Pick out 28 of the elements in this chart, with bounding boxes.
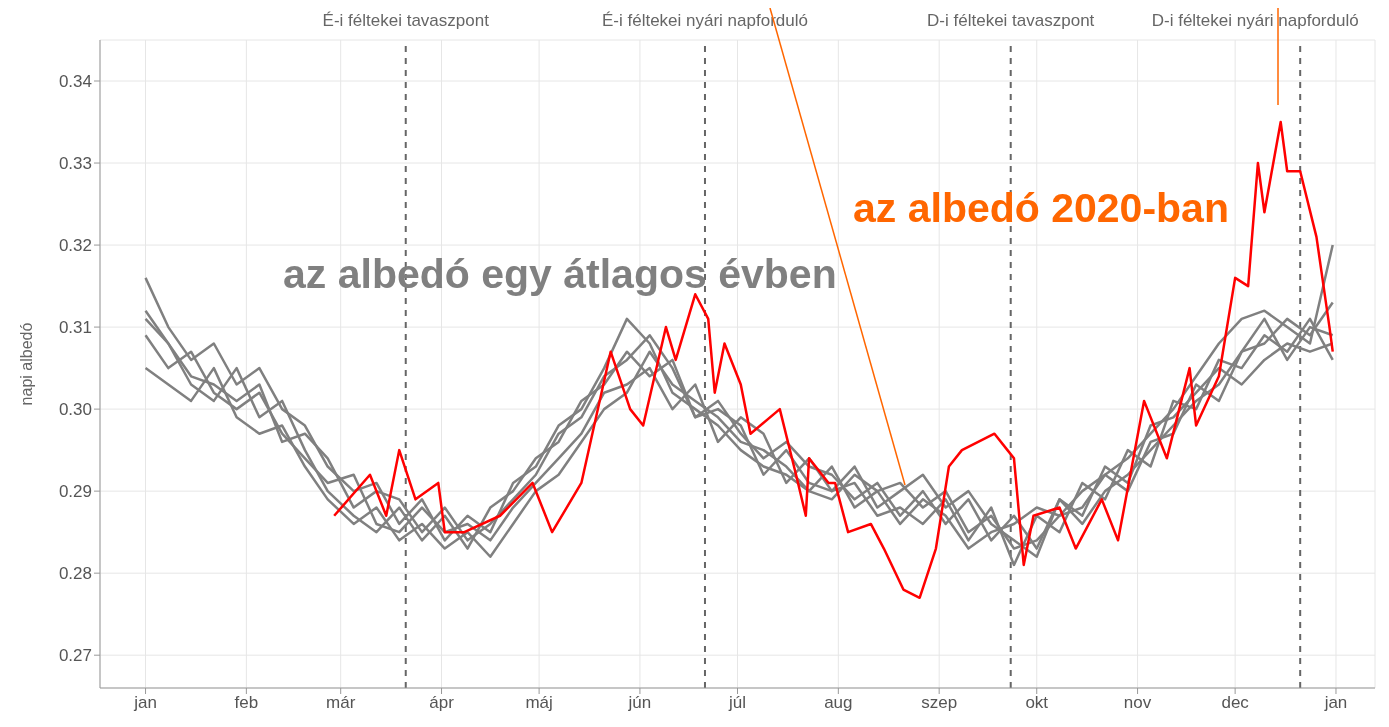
y-tick-label: 0.34 [58,72,92,92]
x-tick-label: jan [133,693,157,713]
y-tick-label: 0.31 [58,318,92,338]
x-tick-label: jan [1323,693,1348,713]
x-tick-label: nov [1123,693,1152,713]
x-tick-label: ápr [429,693,455,713]
x-tick-label: máj [525,693,553,713]
x-tick-label: aug [824,693,853,713]
y-tick-label: 0.30 [58,400,92,420]
y-tick-label: 0.27 [58,646,92,666]
x-tick-label: júl [727,693,747,713]
y-tick-label: 0.33 [58,154,92,174]
x-tick-label: feb [234,693,259,713]
x-tick-label: szep [921,693,958,713]
ref-line-label: D-i féltekei nyári napforduló [1151,11,1359,30]
annotation: az albedó egy átlagos évben [283,251,837,297]
annotation: az albedó 2020-ban [853,185,1229,231]
x-tick-label: okt [1025,693,1049,713]
x-tick-label: dec [1221,693,1250,713]
ref-line-label: D-i féltekei tavaszpont [927,11,1095,30]
y-tick-label: 0.32 [58,236,92,256]
x-tick-label: jún [627,693,652,713]
y-tick-label: 0.28 [58,564,92,584]
y-axis-title: napi albedó [17,322,35,406]
y-tick-label: 0.29 [58,482,92,502]
x-tick-label: már [326,693,356,713]
ref-line-label: É-i féltekei tavaszpont [322,11,490,30]
line-series [332,120,1334,600]
